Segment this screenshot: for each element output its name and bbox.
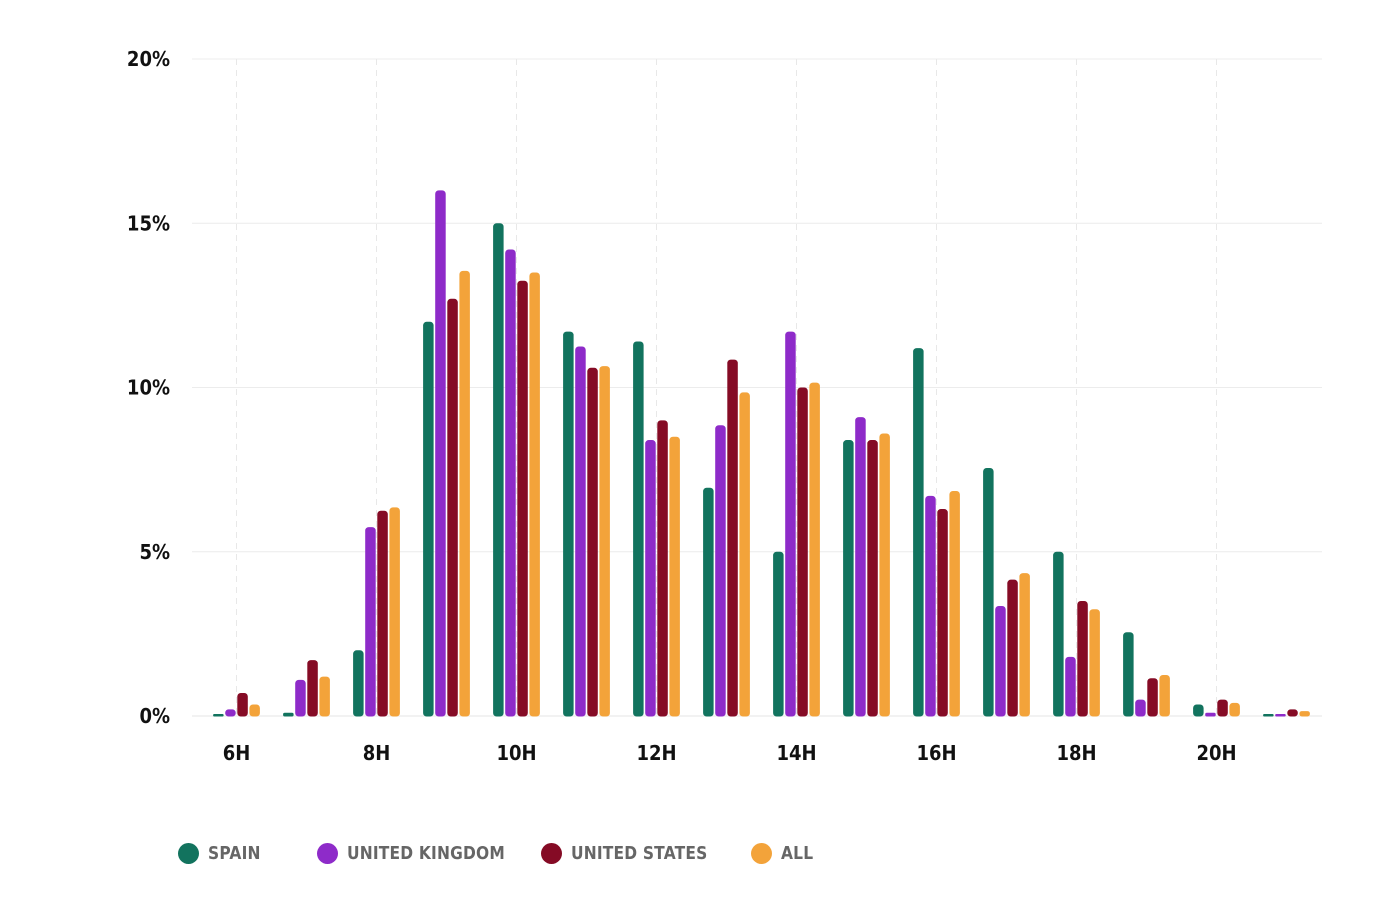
legend-label: UNITED KINGDOM — [347, 842, 505, 864]
bar-spain-14h — [773, 551, 784, 717]
bar-united-kingdom-12h — [645, 440, 656, 717]
bars-layer — [213, 190, 1310, 717]
bar-united-kingdom-9h — [435, 190, 446, 717]
bar-united-kingdom-8h — [365, 527, 376, 717]
bar-united-states-16h — [937, 509, 948, 717]
bar-all-10h — [529, 272, 540, 717]
bar-united-kingdom-18h — [1065, 656, 1076, 717]
legend-swatch — [751, 842, 772, 864]
bar-all-12h — [669, 436, 680, 717]
x-tick-label: 6H — [223, 741, 251, 765]
y-tick-label: 15% — [127, 211, 170, 235]
bar-spain-8h — [353, 650, 364, 717]
legend-label: ALL — [781, 842, 814, 864]
bar-united-kingdom-20h — [1205, 712, 1216, 717]
bar-spain-6h — [213, 714, 224, 717]
x-tick-label: 14H — [776, 741, 816, 765]
y-tick-label: 10% — [127, 376, 170, 400]
bar-all-9h — [459, 270, 470, 717]
bar-spain-10h — [493, 223, 504, 717]
bar-spain-18h — [1053, 551, 1064, 717]
legend-item-united-states: UNITED STATES — [541, 842, 730, 864]
bar-spain-15h — [843, 440, 854, 717]
bar-united-states-21h — [1287, 709, 1298, 717]
bar-spain-11h — [563, 331, 574, 717]
x-tick-label: 8H — [363, 741, 391, 765]
y-tick-label: 20% — [127, 47, 170, 71]
bar-spain-19h — [1123, 632, 1134, 717]
bar-spain-7h — [283, 712, 294, 717]
legend-swatch — [178, 842, 199, 864]
legend-item-united-kingdom: UNITED KINGDOM — [317, 842, 531, 864]
bar-united-states-20h — [1217, 699, 1228, 717]
bar-united-states-12h — [657, 420, 668, 717]
bar-spain-20h — [1193, 704, 1204, 717]
bar-united-kingdom-13h — [715, 425, 726, 717]
bar-united-kingdom-14h — [785, 331, 796, 717]
bar-united-states-17h — [1007, 579, 1018, 717]
bar-all-7h — [319, 676, 330, 717]
bar-united-states-13h — [727, 359, 738, 717]
bar-united-states-19h — [1147, 678, 1158, 717]
bar-united-states-8h — [377, 510, 388, 717]
bar-all-18h — [1089, 609, 1100, 717]
x-tick-label: 10H — [496, 741, 536, 765]
legend-label: SPAIN — [208, 842, 261, 864]
bar-united-states-18h — [1077, 601, 1088, 717]
bar-all-13h — [739, 392, 750, 717]
bar-spain-13h — [703, 487, 714, 717]
bar-all-15h — [879, 433, 890, 717]
x-tick-label: 20H — [1196, 741, 1236, 765]
bar-all-21h — [1299, 711, 1310, 717]
bar-united-kingdom-21h — [1275, 714, 1286, 717]
bar-united-kingdom-7h — [295, 679, 306, 717]
bar-spain-16h — [913, 348, 924, 717]
legend-swatch — [317, 842, 338, 864]
legend-label: UNITED STATES — [571, 842, 708, 864]
bar-united-kingdom-19h — [1135, 699, 1146, 717]
bar-united-states-14h — [797, 387, 808, 717]
legend-item-spain: SPAIN — [178, 842, 269, 864]
x-tick-label: 12H — [636, 741, 676, 765]
bar-united-kingdom-16h — [925, 495, 936, 717]
bar-united-kingdom-11h — [575, 346, 586, 717]
y-tick-label: 5% — [139, 540, 170, 564]
x-tick-label: 16H — [916, 741, 956, 765]
y-tick-label: 0% — [139, 704, 170, 728]
bar-united-states-10h — [517, 280, 528, 717]
bar-united-kingdom-10h — [505, 249, 516, 717]
bar-all-19h — [1159, 674, 1170, 717]
bar-united-states-7h — [307, 660, 318, 717]
x-tick-label: 18H — [1056, 741, 1096, 765]
labels-layer: 0% 5% 10% 15% 20% 6H 8H 10H 12H 14H 16H 18H 20H — [127, 47, 1237, 765]
bar-all-8h — [389, 507, 400, 717]
grid-layer — [192, 58, 1322, 717]
bar-all-6h — [249, 704, 260, 717]
bar-united-states-6h — [237, 693, 248, 717]
bar-all-16h — [949, 490, 960, 717]
bar-all-17h — [1019, 573, 1030, 717]
bar-united-kingdom-15h — [855, 417, 866, 717]
bar-spain-21h — [1263, 714, 1274, 717]
bar-spain-12h — [633, 341, 644, 717]
bar-united-kingdom-17h — [995, 605, 1006, 717]
bar-united-states-15h — [867, 440, 878, 717]
bar-united-states-11h — [587, 367, 598, 717]
bar-all-11h — [599, 366, 610, 717]
bar-all-20h — [1229, 702, 1240, 717]
bar-united-states-9h — [447, 298, 458, 717]
legend-swatch — [541, 842, 562, 864]
bar-spain-9h — [423, 321, 434, 717]
legend-item-all: ALL — [751, 842, 818, 864]
bar-spain-17h — [983, 467, 994, 717]
bar-all-14h — [809, 382, 820, 717]
bar-united-kingdom-6h — [225, 709, 236, 717]
